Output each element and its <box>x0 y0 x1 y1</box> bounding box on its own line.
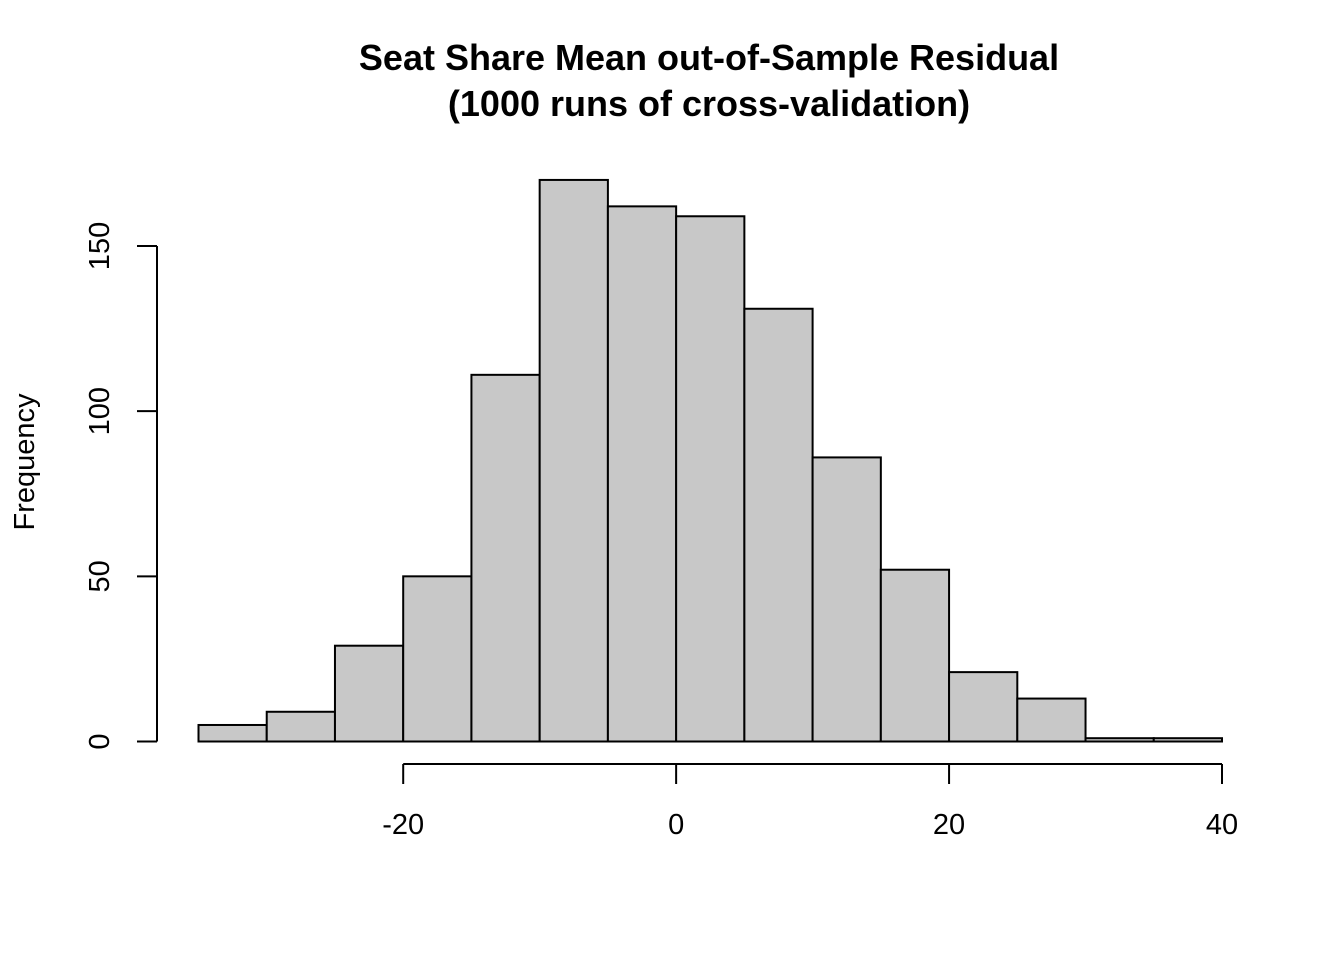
bars-group <box>197 178 1224 743</box>
y-tick-label: 100 <box>84 387 116 435</box>
histogram-bar <box>743 307 814 743</box>
histogram-bar <box>948 671 1019 743</box>
histogram-bar <box>675 215 746 743</box>
x-tick-label: 20 <box>933 809 965 841</box>
histogram-bar <box>811 456 882 743</box>
histogram-bar <box>265 710 336 743</box>
x-axis: -20 0 20 40 <box>382 763 1238 841</box>
y-tick-label: 50 <box>84 560 116 592</box>
histogram-bar <box>470 373 541 743</box>
histogram-bar <box>197 723 268 743</box>
chart-subtitle: (1000 runs of cross-validation) <box>448 83 970 124</box>
chart-title: Seat Share Mean out-of-Sample Residual <box>359 37 1059 78</box>
y-axis-title: Frequency <box>9 393 41 531</box>
histogram-bar <box>606 205 678 743</box>
y-tick-label: 0 <box>84 733 116 749</box>
y-tick-label: 150 <box>84 222 116 270</box>
histogram-bar <box>1016 697 1087 743</box>
x-tick-label: 0 <box>668 809 684 841</box>
histogram-bar <box>1084 737 1155 743</box>
y-axis: 0 50 100 150 <box>84 222 158 750</box>
histogram-bar <box>879 568 951 743</box>
histogram-bar <box>402 575 473 743</box>
x-tick-label: -20 <box>382 809 424 841</box>
histogram-bar <box>1152 737 1224 743</box>
histogram-bar <box>333 644 405 743</box>
histogram-bar <box>538 178 609 743</box>
x-tick-label: 40 <box>1206 809 1238 841</box>
